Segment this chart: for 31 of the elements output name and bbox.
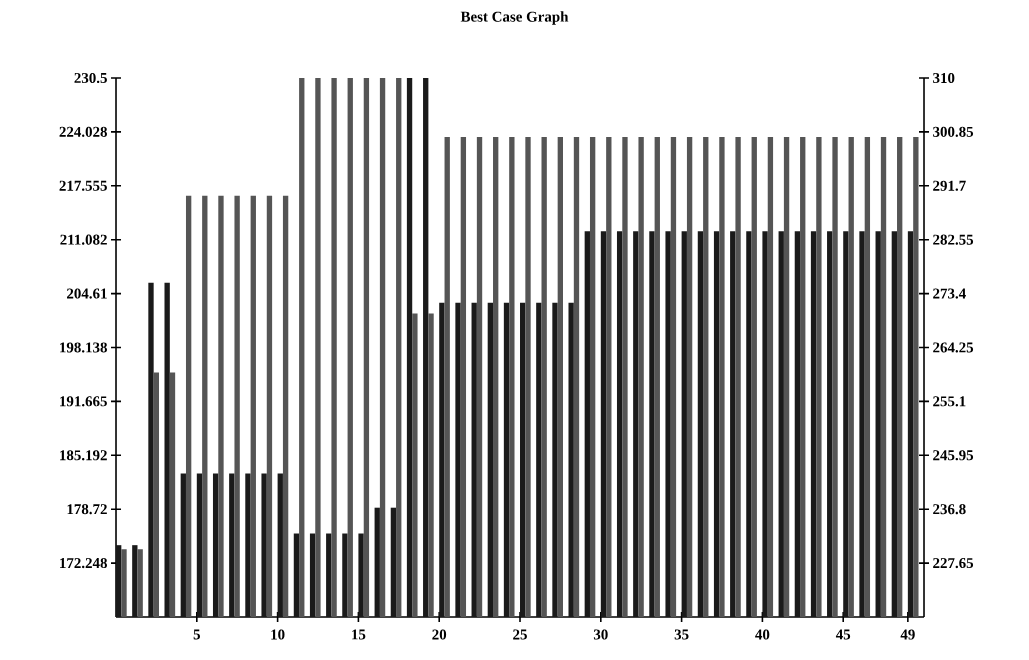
x-tick-label: 5 (193, 629, 200, 640)
y2-tick-label: 300.85 (933, 126, 974, 137)
y2-tick-label: 291.7 (933, 180, 966, 191)
chart-title: Best Case Graph (460, 11, 569, 25)
x-tick-label: 15 (352, 629, 366, 640)
x-tick-label: 49 (900, 629, 915, 640)
y2-tick-label: 282.55 (933, 234, 974, 245)
x-tick-label: 45 (835, 629, 851, 640)
y2-tick-label: 273.4 (933, 288, 966, 299)
y-tick-label: 191.665 (60, 396, 107, 407)
y-tick-label: 217.555 (59, 180, 107, 191)
y2-tick-label: 264.25 (933, 342, 974, 353)
y2-tick-label: 255.1 (933, 396, 966, 407)
x-tick-label: 40 (755, 629, 770, 640)
y-tick-label: 211.082 (60, 234, 107, 245)
y2-tick-label: 236.8 (933, 504, 966, 515)
x-tick-label: 35 (674, 629, 689, 640)
y-tick-label: 178.72 (67, 504, 107, 515)
y2-tick-label: 310 (933, 72, 955, 84)
y-tick-label: 198.138 (60, 342, 107, 353)
y-tick-label: 230.5 (74, 72, 107, 84)
y-tick-label: 204.61 (67, 288, 107, 299)
y-tick-label: 172.248 (60, 558, 107, 569)
x-tick-label: 25 (513, 629, 527, 640)
y2-tick-label: 227.65 (933, 558, 974, 569)
y-tick-label: 185.192 (60, 450, 107, 461)
x-tick-label: 30 (593, 629, 608, 640)
x-tick-label: 10 (271, 629, 285, 640)
y2-tick-label: 245.95 (933, 450, 974, 461)
x-tick-label: 20 (432, 629, 447, 640)
y-tick-label: 224.028 (59, 126, 107, 137)
